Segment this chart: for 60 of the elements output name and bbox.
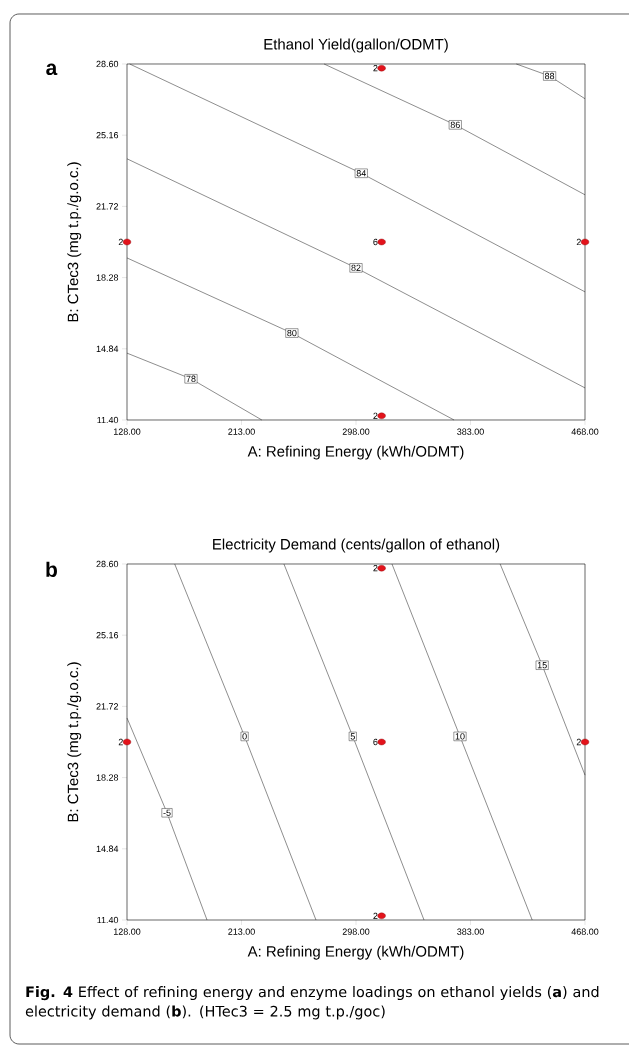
point xyxy=(122,738,132,746)
y-tick-label: 11.40 xyxy=(97,916,119,924)
y-tick-label: 14.84 xyxy=(96,345,119,352)
x-axis-title: A: Refining Energy (kWh/ODMT) xyxy=(247,445,464,460)
x-tick-label: 298.00 xyxy=(342,928,370,935)
point xyxy=(580,738,590,746)
series-label: 82 xyxy=(351,264,361,272)
y-axis-title: B: CTec3 (mg t.p./g.o.c.) xyxy=(67,162,82,322)
series-label: 10 xyxy=(455,733,465,740)
y-tick-label: 25.16 xyxy=(96,632,119,639)
text: Fig. 4 Effect of refining energy and enzyme loadings on ethanol yields (a) and electricity demand (b). (HTec3 = 2.5 mg t.p./goc) xyxy=(25,986,599,1020)
series-label: 78 xyxy=(186,375,196,382)
annotation: 2 xyxy=(576,238,581,246)
point xyxy=(580,238,590,246)
x-tick-label: 383.00 xyxy=(457,928,484,935)
series-label: 88 xyxy=(544,72,555,80)
series-label: 5 xyxy=(350,733,355,740)
x-tick-label: 213.00 xyxy=(228,428,255,435)
point xyxy=(122,238,132,246)
annotation: 2 xyxy=(373,912,378,919)
y-axis-title: B: CTec3 (mg t.p./g.o.c.) xyxy=(67,662,82,822)
annotation: 2 xyxy=(118,738,123,746)
x-tick-label: 298.00 xyxy=(342,428,370,435)
point xyxy=(377,412,386,420)
chart-title: Ethanol Yield(gallon/ODMT) xyxy=(264,38,448,53)
annotation: 6 xyxy=(373,238,378,246)
y-tick-label: 11.40 xyxy=(97,416,119,424)
series-label: 80 xyxy=(287,329,297,337)
x-tick-label: 468.00 xyxy=(571,928,599,935)
x-axis-title: A: Refining Energy (kWh/ODMT) xyxy=(247,945,464,960)
x-tick-label: 383.00 xyxy=(457,428,484,435)
annotation: 2 xyxy=(373,412,378,419)
annotation: 2 xyxy=(373,64,378,72)
series-label: -5 xyxy=(163,809,171,816)
y-tick-label: 21.72 xyxy=(96,703,119,710)
x-tick-label: 213.00 xyxy=(228,928,255,935)
series-label: 15 xyxy=(537,662,547,669)
y-tick-label: 21.72 xyxy=(96,203,119,210)
x-tick-label: 128.00 xyxy=(113,928,141,935)
y-tick-label: 28.60 xyxy=(96,60,119,68)
y-tick-label: 18.28 xyxy=(96,774,119,781)
annotation: 6 xyxy=(373,738,378,746)
series-label: 0 xyxy=(242,733,247,740)
point xyxy=(377,912,386,920)
y-tick-label: 28.60 xyxy=(96,560,119,568)
annotation: 2 xyxy=(576,738,581,746)
y-tick-label: 14.84 xyxy=(96,845,119,852)
annotation: 2 xyxy=(373,565,378,572)
x-tick-label: 128.00 xyxy=(113,428,141,435)
annotation: 2 xyxy=(118,238,123,246)
y-tick-label: 18.28 xyxy=(96,274,119,281)
point xyxy=(377,564,386,572)
text: b xyxy=(46,561,57,578)
x-tick-label: 468.00 xyxy=(571,428,599,435)
text: a xyxy=(46,63,58,76)
chart-title: Electricity Demand (cents/gallon of ethanol) xyxy=(213,538,500,553)
point xyxy=(377,64,386,72)
series-label: 86 xyxy=(450,121,460,129)
y-tick-label: 25.16 xyxy=(96,132,119,139)
series-label: 84 xyxy=(356,170,366,177)
